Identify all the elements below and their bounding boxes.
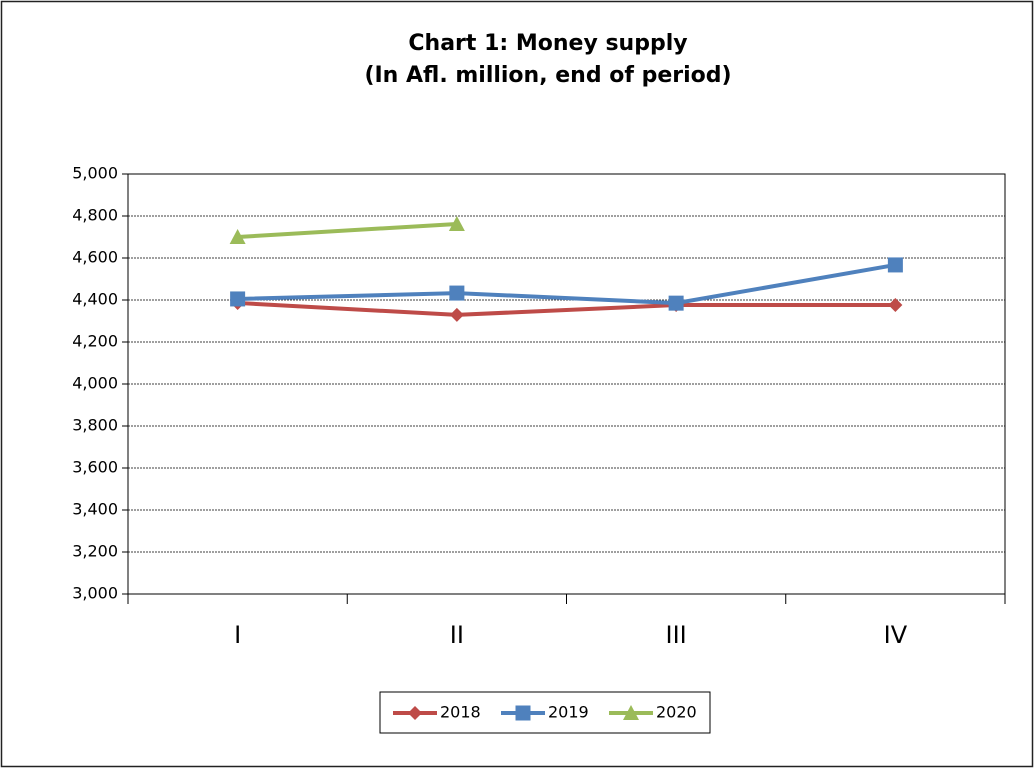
x-tick-label: III (666, 621, 687, 649)
marker (408, 706, 422, 720)
legend-label: 2018 (440, 703, 481, 722)
marker (887, 257, 903, 273)
y-tick-label: 4,000 (72, 374, 118, 393)
marker (888, 298, 903, 313)
legend-label: 2020 (656, 703, 697, 722)
y-tick-label: 4,800 (72, 206, 118, 225)
y-tick-label: 3,200 (72, 542, 118, 561)
marker (449, 285, 465, 301)
y-tick-label: 3,000 (72, 584, 118, 603)
marker (229, 229, 246, 244)
x-tick-label: II (450, 621, 464, 649)
series-line (237, 300, 896, 317)
marker (449, 307, 464, 322)
y-tick-label: 4,200 (72, 332, 118, 351)
series-line (237, 262, 896, 306)
legend-label: 2019 (548, 703, 589, 722)
chart-title: Chart 1: Money supply (408, 31, 687, 56)
x-tick-label: I (234, 621, 241, 649)
y-tick-label: 4,400 (72, 290, 118, 309)
marker (515, 705, 531, 721)
marker (623, 705, 639, 720)
y-tick-label: 3,800 (72, 416, 118, 435)
series-line (237, 221, 457, 239)
marker (668, 295, 684, 311)
marker (230, 291, 246, 307)
x-tick-label: IV (884, 621, 908, 649)
y-tick-label: 3,400 (72, 500, 118, 519)
y-tick-label: 5,000 (72, 164, 118, 183)
marker (448, 215, 465, 231)
y-tick-label: 3,600 (72, 458, 118, 477)
chart-subtitle: (In Afl. million, end of period) (364, 63, 731, 88)
y-tick-label: 4,600 (72, 248, 118, 267)
